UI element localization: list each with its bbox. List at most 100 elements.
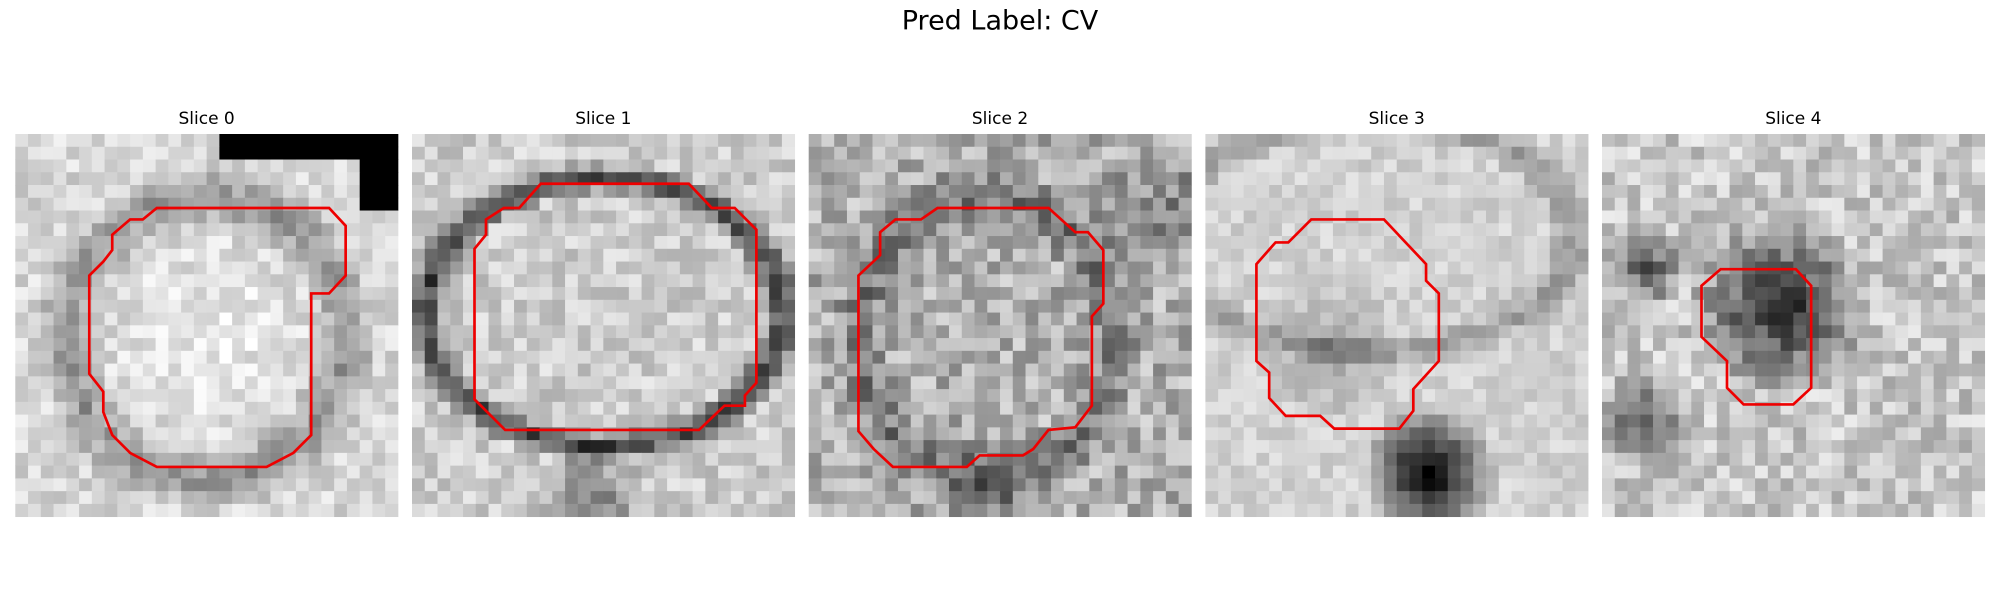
pixel: [1460, 452, 1474, 467]
pixel: [1307, 197, 1321, 211]
pixel: [1434, 503, 1449, 518]
pixel: [1256, 338, 1270, 352]
pixel: [1371, 236, 1385, 250]
pixel: [781, 134, 796, 148]
pixel: [539, 287, 553, 301]
pixel: [270, 236, 284, 250]
pixel: [577, 465, 591, 479]
pixel: [1332, 427, 1347, 441]
pixel: [1946, 465, 1960, 479]
pixel: [1409, 274, 1423, 288]
pixel: [1933, 312, 1947, 326]
pixel: [1371, 465, 1385, 479]
pixel: [1908, 274, 1922, 288]
pixel: [1089, 223, 1103, 237]
pixel: [705, 146, 719, 160]
pixel: [475, 325, 489, 339]
pixel: [1524, 350, 1538, 364]
pixel: [1793, 338, 1807, 352]
pixel: [1243, 503, 1257, 518]
pixel: [756, 159, 770, 173]
pixel: [1614, 440, 1628, 454]
pixel: [463, 248, 477, 262]
pixel: [1614, 210, 1628, 224]
pixel: [692, 389, 706, 403]
pixel: [616, 299, 630, 313]
pixel: [1857, 210, 1871, 224]
slice-image: [808, 134, 1192, 518]
pixel: [1704, 350, 1718, 364]
pixel: [1178, 325, 1192, 339]
pixel: [283, 363, 297, 377]
pixel: [1371, 363, 1385, 377]
pixel: [949, 325, 963, 339]
pixel: [628, 325, 642, 339]
pixel: [1498, 503, 1512, 518]
pixel: [872, 197, 886, 211]
pixel: [1511, 414, 1525, 428]
pixel: [1218, 363, 1232, 377]
pixel: [1371, 261, 1385, 275]
pixel: [283, 503, 297, 518]
pixel: [1780, 236, 1794, 250]
pixel: [219, 223, 233, 237]
pixel: [1409, 159, 1423, 173]
pixel: [475, 159, 489, 173]
pixel: [1000, 350, 1014, 364]
pixel: [168, 274, 182, 288]
pixel: [923, 350, 937, 364]
pixel: [1716, 427, 1730, 441]
pixel: [526, 146, 540, 160]
pixel: [718, 223, 732, 237]
pixel: [1793, 376, 1807, 390]
pixel: [897, 440, 912, 454]
pixel: [15, 427, 29, 441]
pixel: [1971, 274, 1986, 288]
pixel: [1498, 376, 1512, 390]
pixel: [1434, 325, 1449, 339]
pixel: [488, 452, 502, 467]
pixel: [1205, 223, 1219, 237]
pixel: [1012, 185, 1026, 199]
pixel: [257, 210, 271, 224]
pixel: [1767, 299, 1781, 313]
pixel: [244, 452, 259, 467]
pixel: [1575, 452, 1589, 467]
pixel: [1307, 312, 1321, 326]
pixel: [372, 376, 386, 390]
pixel: [1153, 287, 1167, 301]
pixel: [1575, 236, 1589, 250]
pixel: [1716, 134, 1730, 148]
pixel: [1971, 401, 1986, 415]
pixel: [705, 338, 719, 352]
pixel: [1729, 401, 1743, 415]
pixel: [104, 172, 118, 186]
pixel: [1114, 452, 1128, 467]
pixel: [936, 389, 950, 403]
pixel: [219, 236, 233, 250]
pixel: [1486, 185, 1500, 199]
pixel: [1755, 389, 1769, 403]
pixel: [628, 376, 642, 390]
pixel: [1165, 389, 1179, 403]
pixel: [1831, 427, 1845, 441]
pixel: [1869, 338, 1883, 352]
pixel: [1946, 414, 1960, 428]
pixel: [565, 312, 579, 326]
pixel: [667, 414, 681, 428]
pixel: [667, 287, 681, 301]
pixel: [1447, 350, 1461, 364]
pixel: [130, 274, 144, 288]
pixel: [1780, 159, 1794, 173]
pixel: [283, 350, 297, 364]
pixel: [730, 299, 745, 313]
pixel: [552, 389, 566, 403]
pixel: [1460, 376, 1474, 390]
pixel: [168, 134, 182, 148]
pixel: [987, 236, 1001, 250]
pixel: [808, 389, 822, 403]
pixel: [244, 274, 259, 288]
pixel: [257, 414, 271, 428]
pixel: [1371, 287, 1385, 301]
pixel: [1332, 312, 1347, 326]
